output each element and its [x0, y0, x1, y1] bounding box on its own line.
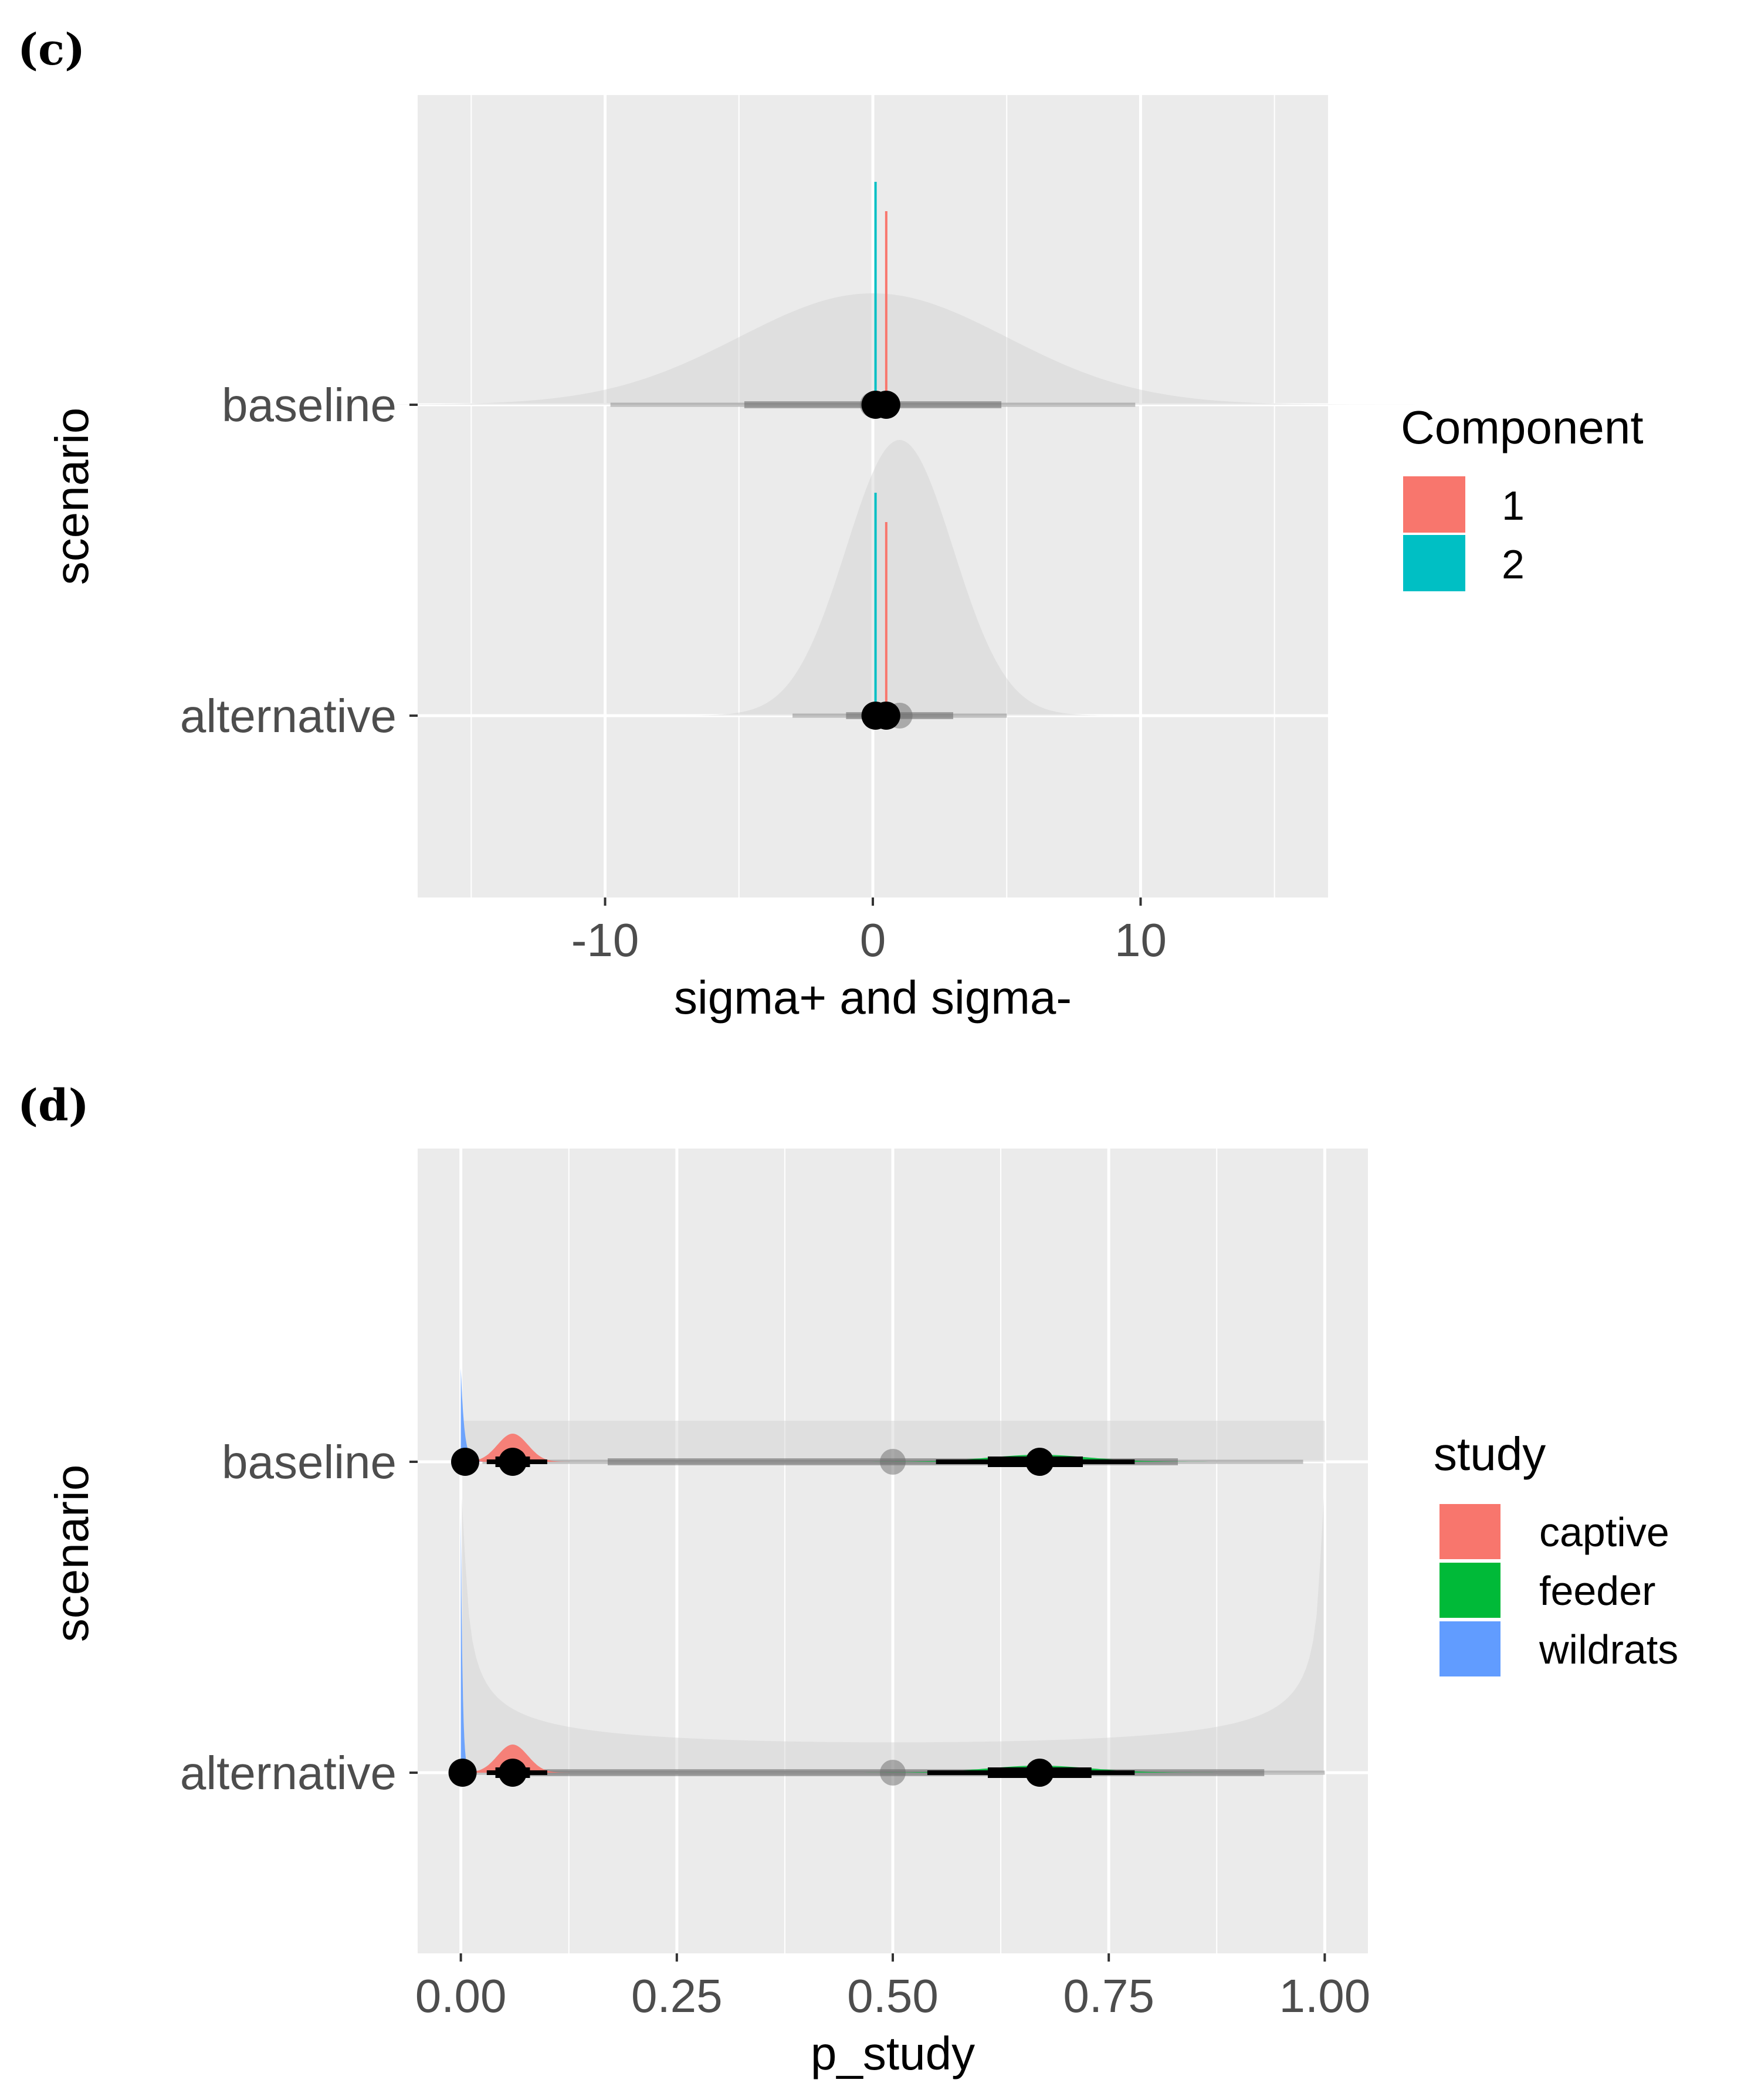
x-tick-label: 0.00 — [415, 1970, 507, 2022]
x-axis: -10 0 10 — [571, 897, 1167, 966]
legend: Component 1 2 — [1401, 401, 1644, 591]
posterior-median-point — [861, 702, 890, 730]
chart-panel-d: baseline alternative 0.00 0.25 0.50 0.75 1.0… — [46, 1149, 1678, 2079]
posterior-median-point — [1025, 1759, 1054, 1787]
x-tick-label: -10 — [571, 914, 639, 966]
legend-title: study — [1434, 1428, 1546, 1480]
posterior-slab-captive-alternative — [460, 1745, 574, 1773]
posterior-median-point — [861, 391, 890, 419]
prior-slab-baseline — [310, 293, 1435, 405]
y-axis: baseline alternative — [180, 1436, 418, 1799]
posterior-median-point — [448, 1759, 477, 1787]
y-axis-title: scenario — [46, 408, 98, 585]
posterior-marks — [861, 182, 900, 730]
y-axis: baseline alternative — [180, 379, 418, 742]
posterior-median-point — [499, 1759, 527, 1787]
y-axis-title: scenario — [46, 1465, 98, 1642]
legend-title: Component — [1401, 401, 1644, 453]
posterior-median-point — [1025, 1448, 1054, 1476]
posterior-slab-1-baseline — [885, 211, 888, 405]
posterior-marks — [448, 1368, 1247, 1787]
legend-swatch-wildrats — [1439, 1621, 1500, 1676]
y-tick-label-alternative: alternative — [180, 1747, 397, 1799]
legend-label-1: 1 — [1502, 483, 1525, 529]
x-tick-label: 0.25 — [631, 1970, 723, 2022]
legend-label-2: 2 — [1502, 541, 1525, 587]
y-tick-label-alternative: alternative — [180, 690, 397, 742]
legend-swatch-captive — [1439, 1504, 1500, 1559]
posterior-slab-2-baseline — [874, 182, 877, 405]
x-tick-label: 0 — [860, 914, 886, 966]
x-tick-label: 10 — [1115, 914, 1167, 966]
legend-swatch-2 — [1403, 535, 1465, 591]
prior-slab-alternative — [675, 440, 1125, 716]
posterior-median-point — [499, 1448, 527, 1476]
y-tick-label-baseline: baseline — [222, 379, 397, 431]
x-tick-label: 1.00 — [1279, 1970, 1371, 2022]
panel-label-c: (c) — [18, 25, 85, 75]
legend-swatch-1 — [1403, 476, 1465, 533]
prior-slab-baseline — [460, 1421, 1325, 1462]
legend: study captive feeder wildrats — [1434, 1428, 1678, 1676]
prior-slab-alternative — [462, 1497, 1324, 1773]
posterior-slab-2-alternative — [874, 493, 877, 716]
x-axis: 0.00 0.25 0.50 0.75 1.00 — [415, 1953, 1370, 2022]
x-tick-label: 0.50 — [847, 1970, 939, 2022]
y-tick-label-baseline: baseline — [222, 1436, 397, 1488]
chart-panel-c: baseline alternative -10 0 10 sigma+ and s… — [46, 95, 1644, 1024]
posterior-slab-wildrats-alternative — [460, 1515, 472, 1773]
panel-label-d: (d) — [18, 1081, 89, 1131]
posterior-slab-captive-baseline — [460, 1434, 574, 1462]
legend-label-feeder: feeder — [1539, 1568, 1655, 1614]
x-axis-title: p_study — [811, 2027, 975, 2079]
legend-label-captive: captive — [1539, 1509, 1669, 1555]
x-axis-title: sigma+ and sigma- — [674, 971, 1072, 1024]
posterior-median-point — [451, 1448, 479, 1476]
gridlines — [418, 95, 1328, 897]
x-tick-label: 0.75 — [1063, 1970, 1154, 2022]
posterior-slab-1-alternative — [885, 522, 888, 716]
legend-swatch-feeder — [1439, 1563, 1500, 1618]
legend-label-wildrats: wildrats — [1539, 1627, 1678, 1672]
